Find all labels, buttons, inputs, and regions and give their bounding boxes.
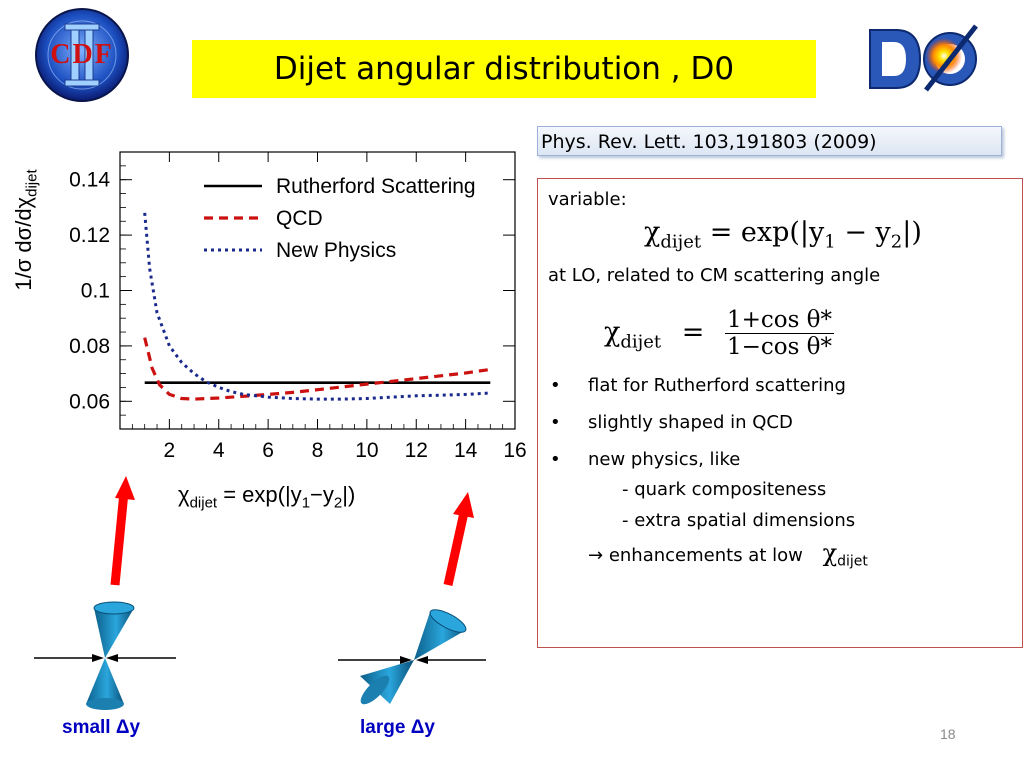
y-tick-label: 0.12 <box>69 224 110 247</box>
x-axis-label-end: |) <box>342 482 356 507</box>
x-tick-label: 16 <box>503 439 526 462</box>
x-tick-label: 12 <box>405 439 428 462</box>
x-axis-y1-sub: 1 <box>301 494 311 512</box>
formula1-y2-sub: 2 <box>890 231 903 253</box>
series-line-dotted <box>143 212 491 401</box>
series-line-dashed <box>143 337 491 401</box>
x-axis-chi: χ <box>178 482 190 507</box>
enhancement-chi: χ <box>822 539 838 567</box>
legend-label: New Physics <box>276 239 396 262</box>
x-axis-label-rest: = exp(|y <box>217 482 302 507</box>
y-tick-label: 0.06 <box>69 390 110 413</box>
d0-logo <box>864 20 986 98</box>
x-axis-chi-sub: dijet <box>189 494 218 512</box>
formula1-mid: − y <box>835 217 891 248</box>
cdf-logo: CDF <box>33 6 131 104</box>
cone-pair-small <box>34 601 176 710</box>
lo-text: at LO, related to CM scattering angle <box>548 265 881 286</box>
cdf-logo-text: CDF <box>50 39 114 70</box>
x-axis-label-mid: −y <box>310 482 334 507</box>
chart-svg: 2 4 6 8 10 12 14 16 0.06 0.08 0.1 0.12 0.14 Rutherfor… <box>69 151 527 462</box>
x-tick-label: 6 <box>262 439 274 462</box>
chart: 2 4 6 8 10 12 14 16 0.06 0.08 0.1 0.12 0.14 Rutherfor… <box>0 112 530 522</box>
sub-item: - quark compositeness <box>622 479 827 500</box>
content-box: variable: χdijet = exp(|y1 − y2|) at LO,… <box>537 178 1023 648</box>
variable-label: variable: <box>548 189 627 210</box>
caption-large-dy: large Δy <box>360 717 435 738</box>
y-tick-label: 0.08 <box>69 335 110 358</box>
x-tick-label: 10 <box>355 439 378 462</box>
y-axis-label-text: 1/σ dσ/dχ <box>11 196 36 291</box>
legend-label: QCD <box>276 207 323 230</box>
bullet-marker: • <box>550 449 561 470</box>
formula2-chi-sub: dijet <box>620 331 662 353</box>
bullet-marker: • <box>550 412 561 433</box>
x-tick-label: 14 <box>454 439 478 462</box>
y-axis-label-sub: dijet <box>23 169 41 197</box>
bullet-marker: • <box>550 375 561 396</box>
red-arrow-large <box>443 492 474 586</box>
x-tick-label: 2 <box>164 439 176 462</box>
caption-small-dy: small Δy <box>62 717 141 738</box>
formula2-denominator: 1−cos θ* <box>726 334 833 360</box>
legend-label: Rutherford Scattering <box>276 175 476 198</box>
enhancement-line: → enhancements at low χdijet <box>588 539 868 570</box>
formula1-end: |) <box>902 217 922 248</box>
reference-box: Phys. Rev. Lett. 103,191803 (2009) <box>537 126 1002 156</box>
cone-pair-large <box>338 609 486 705</box>
jet-diagrams <box>34 476 486 710</box>
x-tick-label: 4 <box>213 439 225 462</box>
sub-item: - extra spatial dimensions <box>622 510 856 531</box>
page-number: 18 <box>940 726 956 742</box>
formula1-rhs: = exp(|y <box>701 217 825 248</box>
x-tick-label: 8 <box>312 439 324 462</box>
formula2-numerator: 1+cos θ* <box>724 307 835 334</box>
chi-theta-formula: χdijet = 1+cos θ* 1−cos θ* <box>604 307 835 360</box>
x-axis-y2-sub: 2 <box>333 494 343 512</box>
formula2-fraction: 1+cos θ* 1−cos θ* <box>724 307 835 360</box>
formula1-chi-sub: dijet <box>660 231 702 253</box>
formula2-chi: χ <box>604 317 621 348</box>
chi-definition-formula: χdijet = exp(|y1 − y2|) <box>644 217 922 252</box>
bullet-text: slightly shaped in QCD <box>588 412 793 433</box>
slide-title: Dijet angular distribution , D0 <box>192 40 816 98</box>
formula1-chi: χ <box>644 217 661 248</box>
right-arrow-icon: → <box>588 545 604 566</box>
bullet-text: flat for Rutherford scattering <box>588 375 846 396</box>
enhancement-text: enhancements at low <box>608 545 803 566</box>
enhancement-chi-sub: dijet <box>837 553 868 570</box>
y-tick-label: 0.1 <box>81 280 110 303</box>
y-axis-label: 1/σ dσ/dχdijet <box>11 160 41 300</box>
formula2-equals: = <box>681 317 705 348</box>
x-axis-label: χdijet = exp(|y1−y2|) <box>178 482 355 511</box>
bullet-text: new physics, like <box>588 449 741 470</box>
formula1-y1-sub: 1 <box>824 231 836 253</box>
red-arrow-small <box>110 476 135 586</box>
y-tick-label: 0.14 <box>69 169 110 192</box>
